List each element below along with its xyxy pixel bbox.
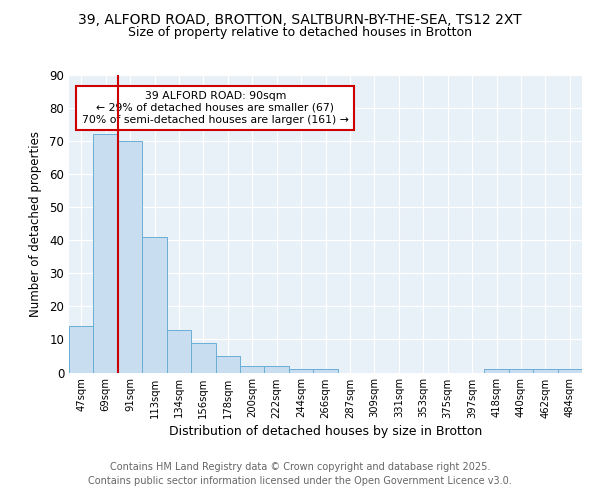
Bar xyxy=(118,141,142,372)
Text: Contains public sector information licensed under the Open Government Licence v3: Contains public sector information licen… xyxy=(88,476,512,486)
X-axis label: Distribution of detached houses by size in Brotton: Distribution of detached houses by size … xyxy=(169,424,482,438)
Bar xyxy=(142,237,167,372)
Bar xyxy=(167,330,191,372)
Bar xyxy=(557,369,582,372)
Y-axis label: Number of detached properties: Number of detached properties xyxy=(29,130,43,317)
Bar xyxy=(191,343,215,372)
Bar xyxy=(484,369,509,372)
Bar xyxy=(289,369,313,372)
Bar xyxy=(240,366,265,372)
Text: Contains HM Land Registry data © Crown copyright and database right 2025.: Contains HM Land Registry data © Crown c… xyxy=(110,462,490,472)
Bar xyxy=(533,369,557,372)
Text: 39 ALFORD ROAD: 90sqm
← 29% of detached houses are smaller (67)
70% of semi-deta: 39 ALFORD ROAD: 90sqm ← 29% of detached … xyxy=(82,92,349,124)
Bar xyxy=(69,326,94,372)
Bar xyxy=(313,369,338,372)
Text: Size of property relative to detached houses in Brotton: Size of property relative to detached ho… xyxy=(128,26,472,39)
Text: 39, ALFORD ROAD, BROTTON, SALTBURN-BY-THE-SEA, TS12 2XT: 39, ALFORD ROAD, BROTTON, SALTBURN-BY-TH… xyxy=(78,12,522,26)
Bar xyxy=(215,356,240,372)
Bar xyxy=(94,134,118,372)
Bar xyxy=(265,366,289,372)
Bar xyxy=(509,369,533,372)
